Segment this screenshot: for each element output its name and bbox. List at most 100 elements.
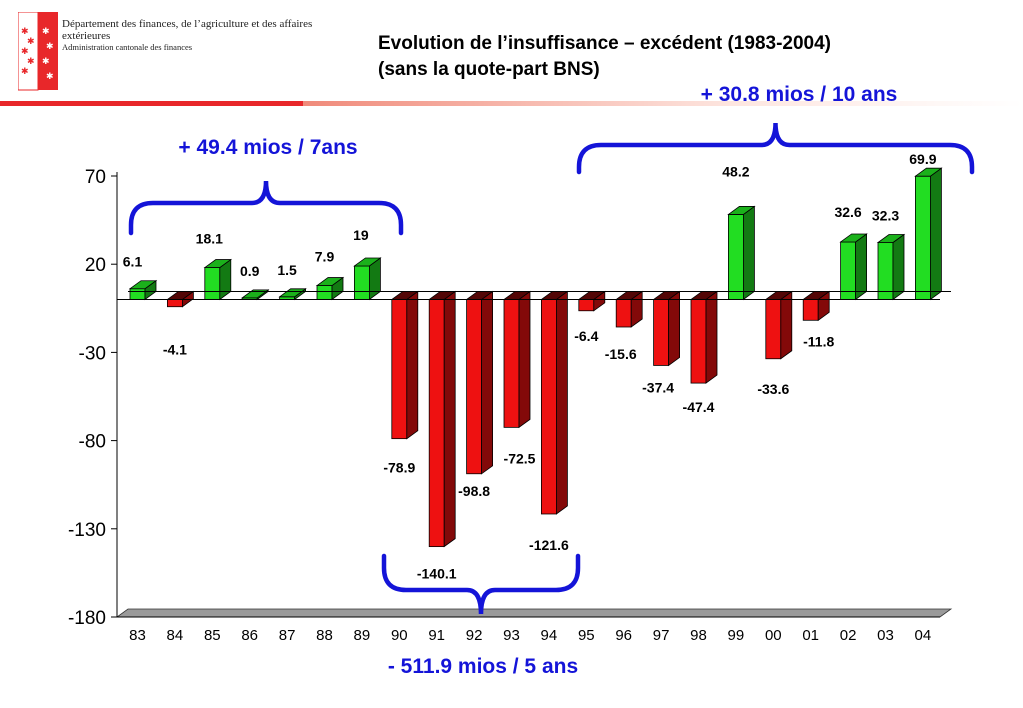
x-tick-label: 97 (653, 627, 670, 644)
x-tick-label: 01 (802, 627, 819, 644)
bar-top (353, 257, 382, 267)
bar (615, 299, 632, 328)
header-text: Département des finances, de l’agricultu… (62, 18, 352, 52)
data-label: -15.6 (605, 346, 637, 362)
data-label: 69.9 (909, 151, 936, 167)
bar (802, 299, 819, 321)
bar (166, 299, 183, 308)
bar (353, 265, 370, 300)
bar-side (855, 233, 867, 301)
bar-side (705, 290, 718, 384)
bar (428, 299, 445, 548)
chart-title-line2: (sans la quote-part BNS) (378, 59, 600, 80)
bar (653, 299, 669, 366)
svg-text:✱: ✱ (27, 37, 35, 47)
canton-logo: ✱ ✱ ✱ ✱ ✱ ✱ ✱ ✱ ✱ (18, 12, 58, 91)
bar-side (743, 205, 755, 301)
administration-name: Administration cantonale des finances (62, 42, 193, 52)
x-tick-label: 04 (915, 627, 932, 644)
x-tick-label: 98 (690, 627, 707, 644)
bar (765, 299, 782, 360)
department-name: Département des finances, de l’agricultu… (62, 18, 313, 42)
data-label: -121.6 (529, 537, 569, 553)
y-tick-label: 20 (85, 255, 106, 276)
x-tick-label: 03 (877, 627, 894, 644)
data-label: 1.5 (277, 262, 297, 278)
bar-side (668, 290, 680, 367)
chart-title: Evolution de l’insuffisance – excédent (… (378, 31, 831, 83)
bar (840, 241, 856, 300)
y-tick-label: 70 (85, 167, 106, 188)
data-label: 6.1 (123, 254, 143, 270)
y-tick-label: -80 (79, 432, 106, 453)
svg-text:✱: ✱ (27, 57, 35, 67)
bar (204, 267, 221, 300)
svg-text:✱: ✱ (42, 27, 50, 37)
annotation-label: - 511.9 mios / 5 ans (388, 655, 578, 678)
data-label: 7.9 (315, 249, 335, 265)
x-tick-label: 95 (578, 627, 595, 644)
bar (578, 299, 595, 312)
bar-side (780, 290, 793, 360)
bar-top (876, 234, 906, 243)
curly-brace (128, 180, 404, 236)
header-divider (0, 101, 303, 106)
x-tick-label: 94 (541, 627, 558, 644)
bar (915, 175, 931, 300)
x-tick-label: 84 (167, 627, 184, 644)
y-tick-label: -30 (79, 343, 106, 364)
svg-text:✱: ✱ (21, 27, 29, 37)
data-label: -11.8 (803, 333, 834, 349)
chart-title-line1: Evolution de l’insuffisance – excédent (… (378, 33, 831, 54)
bar-top (914, 167, 943, 177)
annotation-label: + 30.8 mios / 10 ans (701, 83, 898, 106)
data-label: 32.3 (872, 208, 899, 224)
x-tick-label: 83 (129, 627, 146, 644)
svg-text:✱: ✱ (42, 57, 50, 67)
data-label: -78.9 (383, 460, 415, 476)
svg-text:✱: ✱ (46, 42, 54, 52)
header-divider-fade (303, 101, 1023, 106)
x-tick-label: 87 (279, 627, 296, 644)
y-tick-label: -180 (68, 608, 106, 629)
bar (877, 242, 894, 300)
bar (129, 288, 146, 300)
data-label: -47.4 (683, 399, 715, 415)
x-tick-label: 93 (503, 627, 520, 644)
x-tick-label: 99 (728, 627, 745, 644)
curly-brace (576, 122, 975, 175)
data-label: 32.6 (834, 204, 861, 220)
x-tick-label: 91 (428, 627, 445, 644)
bar-side (406, 290, 419, 440)
x-tick-label: 02 (840, 627, 857, 644)
data-label: -6.4 (574, 328, 598, 344)
data-label: -72.5 (504, 450, 536, 466)
bar (690, 299, 707, 384)
data-label: -98.8 (458, 483, 490, 499)
bar-side (481, 290, 494, 475)
y-tick-label: -130 (68, 520, 106, 541)
data-label: -4.1 (163, 342, 187, 358)
bar (503, 299, 520, 428)
x-tick-label: 89 (354, 627, 371, 644)
bar (728, 214, 744, 300)
bar-top (128, 280, 158, 290)
data-label: 18.1 (196, 231, 223, 247)
x-tick-label: 92 (466, 627, 483, 644)
bar (541, 299, 557, 515)
x-tick-label: 88 (316, 627, 333, 644)
chart-floor (115, 608, 953, 618)
bar-top (727, 206, 756, 215)
x-tick-label: 90 (391, 627, 408, 644)
bar-top (203, 259, 233, 268)
data-label: -37.4 (642, 379, 674, 395)
x-tick-label: 96 (615, 627, 632, 644)
bar (316, 285, 333, 300)
annotation-label: + 49.4 mios / 7ans (178, 136, 357, 159)
svg-text:✱: ✱ (46, 72, 54, 82)
data-label: 19 (353, 227, 369, 243)
x-tick-label: 85 (204, 627, 221, 644)
bar (391, 299, 408, 440)
bar-side (930, 167, 942, 301)
bar-top (315, 277, 345, 286)
